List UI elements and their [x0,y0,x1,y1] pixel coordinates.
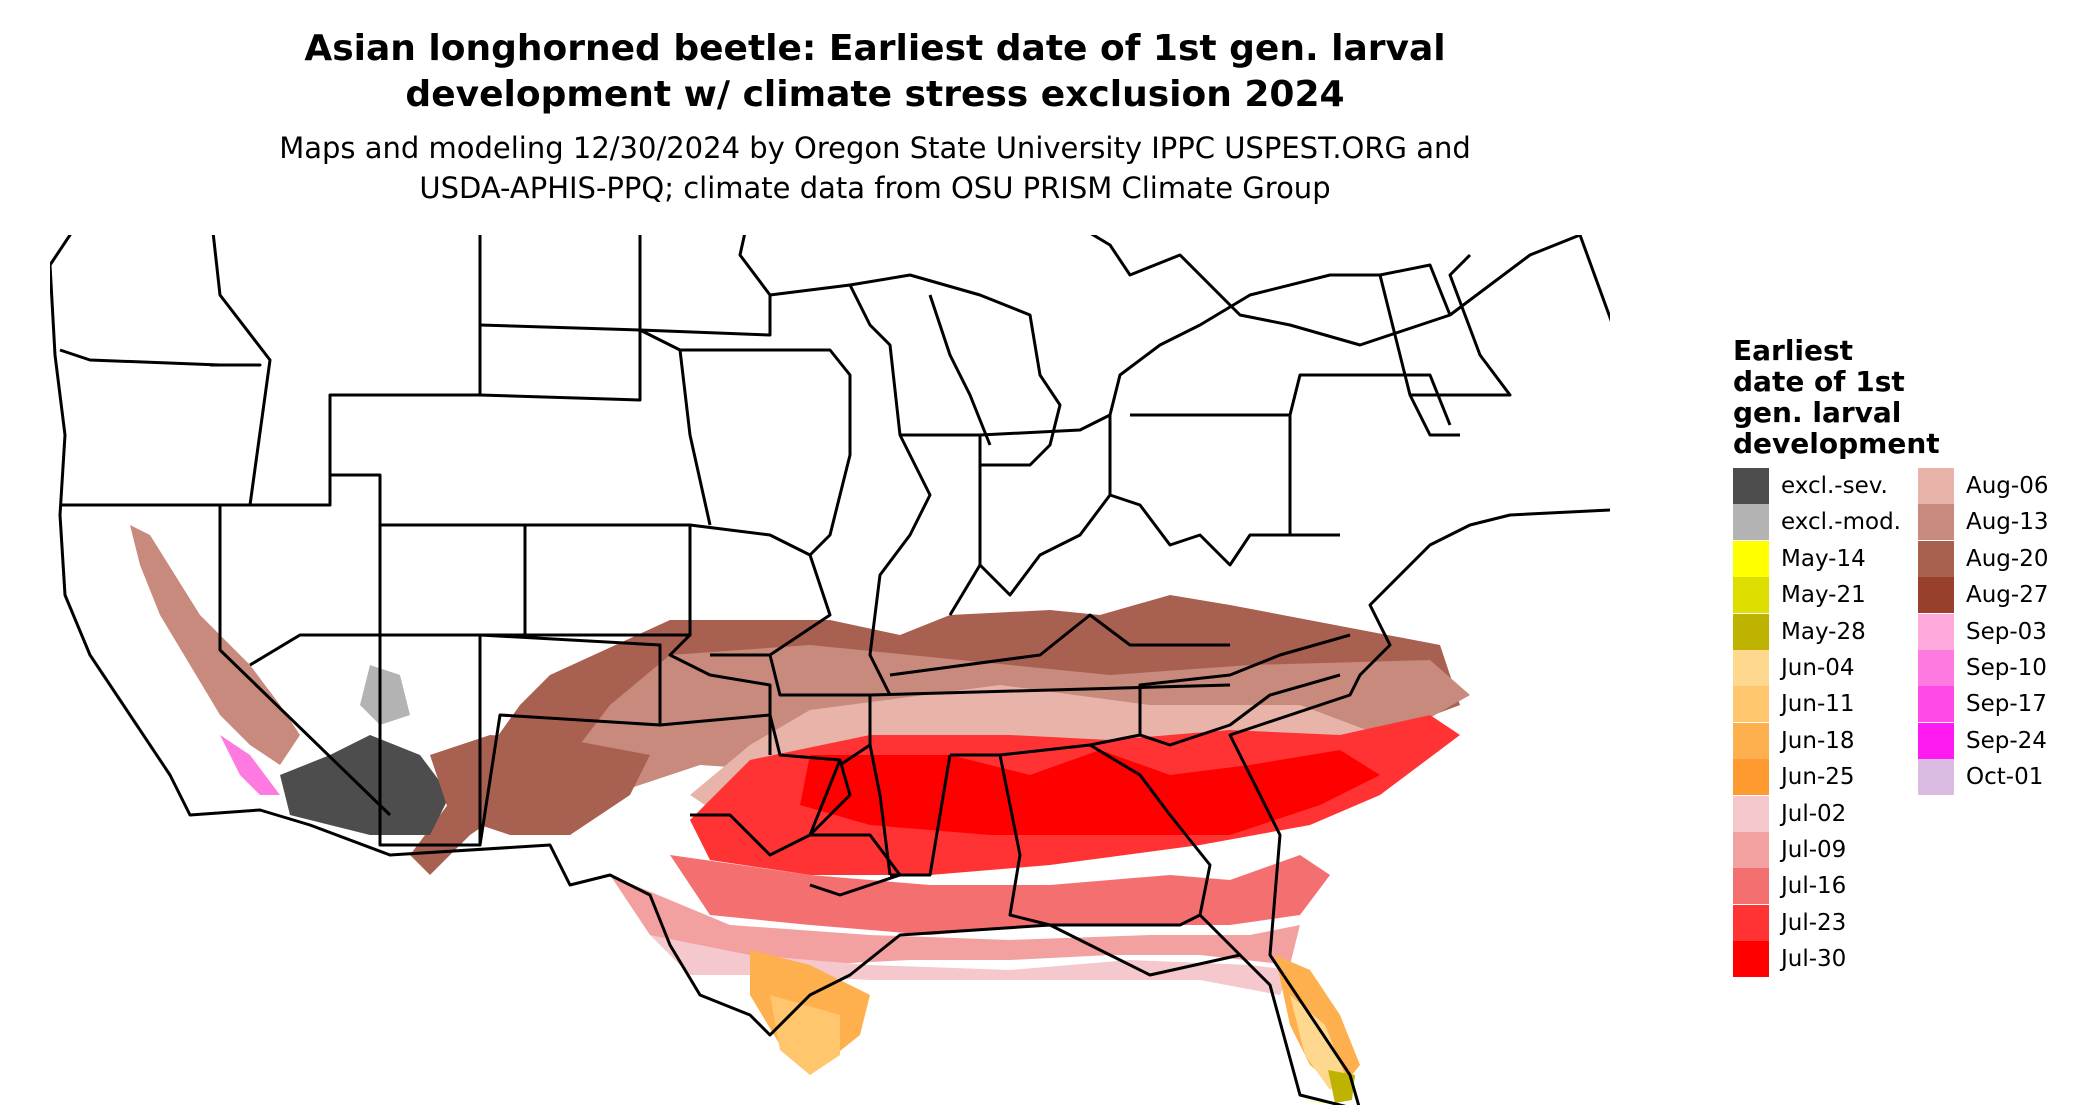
legend-label: May-14 [1781,545,1866,572]
zone-jul-start [650,935,1290,995]
zone-jul-mid [670,855,1330,935]
legend-label: Jun-25 [1781,764,1855,791]
map-title: Asian longhorned beetle: Earliest date o… [150,26,1600,118]
legend-label: Aug-27 [1966,582,2049,609]
legend-swatch [1918,759,1954,796]
zone-excl-mod [360,665,410,725]
zone-excl-sev [280,735,450,835]
legend-label: Jul-09 [1781,836,1847,863]
legend-swatch [1918,504,1954,541]
wv-md [1109,493,1340,567]
legend-swatch [1733,468,1769,504]
mn-ia [639,235,852,557]
legend-label: Jul-23 [1781,909,1847,936]
al-ga-fl [950,743,1242,957]
legend-swatch [1918,468,1954,504]
id [211,235,272,506]
legend-swatch [1733,759,1769,796]
legend-label: Sep-24 [1966,727,2047,754]
new-england [1378,253,1512,437]
map-subtitle-line-1: Maps and modeling 12/30/2024 by Oregon S… [279,131,1471,165]
oh-ky-tn [869,413,1231,697]
legend-label: Jul-16 [1781,873,1847,900]
legend-label: Jun-18 [1781,727,1855,754]
legend-swatch [1918,722,1954,759]
zone-sep-california [220,735,280,795]
legend-title-line-1: Earliest [1733,334,1854,367]
ok-tx [659,713,852,857]
legend-title-line-2: date of 1st [1733,365,1905,398]
legend-label: Jun-04 [1781,654,1855,681]
zone-aug-california [130,525,300,765]
legend-swatch [1733,941,1769,978]
legend-swatch [1733,613,1769,650]
legend-title-line-4: development [1733,427,1940,460]
ut-co-nm [380,523,527,637]
nv-ut-az [220,473,382,667]
map-subtitle-line-2: USDA-APHIS-PPQ; climate data from OSU PR… [419,171,1331,205]
legend-label: Jul-30 [1781,946,1847,973]
legend-label: Sep-17 [1966,691,2047,718]
legend-label: Aug-06 [1966,473,2049,499]
la-ms [808,744,952,897]
legend-label: Aug-13 [1966,509,2049,536]
legend-label: excl.-sev. [1781,473,1888,499]
zone-jul-early [610,875,1300,965]
legend-swatch [1733,795,1769,832]
legend-title-line-3: gen. larval [1733,396,1902,429]
legend-title: Earliest date of 1st gen. larval develop… [1733,335,2063,459]
legend-label: Aug-20 [1966,545,2049,572]
map-title-line-1: Asian longhorned beetle: Earliest date o… [304,28,1446,69]
legend-swatch [1733,904,1769,941]
us-map [50,235,1610,1105]
az-nm [378,635,482,847]
us-outline [50,235,1610,1105]
ks-ok [668,633,772,755]
state-boundaries [50,235,1610,1105]
legend-label: May-21 [1781,582,1866,609]
mt-wy [328,235,482,475]
legend-label: excl.-mod. [1781,509,1901,536]
legend-label: May-28 [1781,618,1866,645]
map-subtitle: Maps and modeling 12/30/2024 by Oregon S… [150,128,1600,208]
legend-swatch [1733,868,1769,905]
legend-swatch [1733,577,1769,614]
ne-sd-nd [479,235,712,526]
legend-swatch [1733,831,1769,868]
wi-il-in [769,283,982,696]
wa-or [59,348,262,367]
legend-swatch [1918,649,1954,686]
zone-jun-florida-inner [1290,995,1345,1090]
co-ks [525,523,692,637]
legend-label: Jun-11 [1781,691,1855,718]
legend-swatch [1733,649,1769,686]
pa-ny [1108,263,1452,537]
legend-label: Sep-10 [1966,654,2047,681]
legend-swatch [1733,686,1769,723]
zone-jun-texas-inner [770,995,840,1075]
legend-label: Oct-01 [1966,764,2044,791]
map-title-line-2: development w/ climate stress exclusion … [405,74,1345,115]
legend-swatch [1733,722,1769,759]
legend-swatch [1733,540,1769,577]
legend-swatch [1918,686,1954,723]
legend-label: Sep-03 [1966,618,2047,645]
zone-may-florida [1328,1070,1355,1103]
legend-label: Jul-02 [1781,800,1847,827]
or-ca-nv [60,503,392,817]
zone-jul-peak [800,750,1380,835]
legend-swatch [1918,577,1954,614]
mi [849,273,1062,467]
sc-nc-va [1089,633,1351,747]
legend-swatch [1918,613,1954,650]
legend-swatch [1918,540,1954,577]
legend-swatch [1733,504,1769,541]
